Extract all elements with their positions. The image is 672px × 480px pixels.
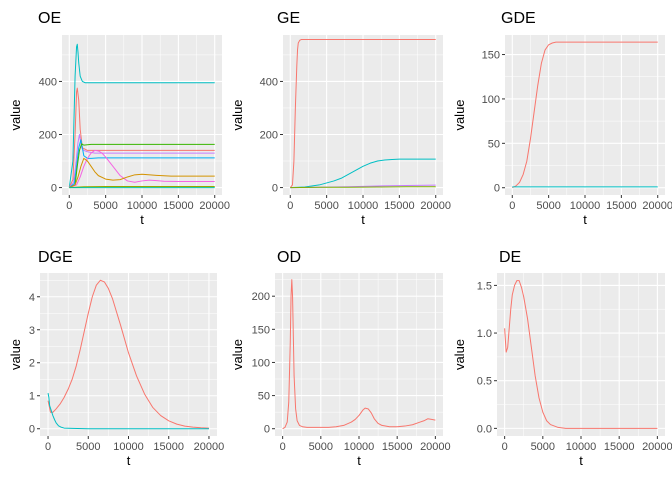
x-tick-label: 0 (280, 441, 286, 453)
x-tick-label: 5000 (536, 200, 560, 212)
series-line-4 (69, 143, 215, 189)
x-tick-label: 10000 (344, 441, 375, 453)
x-tick-label: 15000 (163, 200, 194, 212)
x-axis-label: t (361, 212, 365, 227)
y-axis-label: value (230, 339, 245, 370)
y-tick-label: 0.5 (477, 376, 492, 388)
x-tick-label: 0 (66, 200, 72, 212)
x-axis-label: t (140, 212, 144, 227)
y-axis-label: value (452, 339, 467, 370)
panel-od: 0 5000 10000 15000 20000 0 50 100 150 200 OD t value (230, 249, 451, 468)
x-tick-label: 0 (287, 200, 293, 212)
y-tick-label: 0 (29, 424, 35, 436)
y-axis-label: value (8, 339, 23, 370)
y-tick-label: 2 (29, 358, 35, 370)
y-tick-label: 200 (252, 291, 270, 303)
x-tick-label: 20000 (194, 441, 225, 453)
series-line-0 (512, 41, 658, 189)
series-line-5 (69, 149, 215, 189)
panel-de: 0 5000 10000 15000 20000 0.0 0.5 1.0 1.5 DE t value (452, 249, 672, 468)
series-line-3 (290, 186, 436, 189)
y-tick-label: 1.5 (477, 280, 492, 292)
panel-title: GE (277, 10, 300, 27)
series-line-3 (68, 139, 215, 188)
y-tick-label: 200 (260, 130, 278, 142)
x-tick-label: 20000 (642, 441, 672, 453)
y-tick-label: 0 (51, 183, 57, 195)
x-tick-label: 5000 (309, 441, 333, 453)
panel-title: DGE (38, 249, 73, 266)
x-axis-label: t (127, 453, 131, 468)
y-tick-label: 0.0 (477, 423, 492, 435)
y-tick-label: 50 (488, 138, 500, 150)
x-tick-label: 0 (509, 200, 515, 212)
x-tick-label: 20000 (642, 200, 672, 212)
series-line-1 (290, 158, 436, 189)
x-tick-label: 0 (45, 441, 51, 453)
series-line-0 (282, 279, 436, 430)
y-axis-label: value (8, 99, 23, 130)
x-tick-label: 0 (502, 441, 508, 453)
series-line-0 (68, 43, 215, 188)
y-axis-label: value (230, 99, 245, 130)
y-tick-label: 400 (260, 76, 278, 88)
x-tick-label: 15000 (384, 200, 415, 212)
y-tick-label: 0 (494, 183, 500, 195)
y-tick-label: 1.0 (477, 328, 492, 340)
x-tick-label: 5000 (76, 441, 100, 453)
x-axis-label: t (583, 212, 587, 227)
panel-title: OE (38, 10, 61, 27)
x-tick-label: 20000 (420, 200, 451, 212)
y-tick-label: 200 (39, 130, 57, 142)
panel-title: OD (277, 249, 301, 266)
series-line-1 (47, 393, 209, 430)
y-tick-label: 1 (29, 391, 35, 403)
series-line-0 (504, 280, 658, 429)
x-tick-label: 20000 (420, 441, 451, 453)
series-line-1 (68, 87, 215, 188)
panel-ge: 0 5000 10000 15000 20000 0 200 400 GE t value (230, 10, 451, 227)
panel-dge: 0 5000 10000 15000 20000 0 1 2 3 4 DGE t value (8, 249, 224, 468)
x-tick-label: 20000 (199, 200, 230, 212)
series-line-0 (47, 279, 209, 429)
y-tick-label: 100 (482, 94, 500, 106)
x-tick-label: 15000 (153, 441, 184, 453)
y-axis-label: value (452, 99, 467, 130)
series-line-0 (289, 39, 436, 188)
x-tick-label: 5000 (531, 441, 555, 453)
x-axis-label: t (579, 453, 583, 468)
panel-oe: 0 5000 10000 15000 20000 0 200 400 OE t value (8, 10, 230, 227)
series-line-6 (69, 157, 215, 189)
y-tick-label: 400 (39, 76, 57, 88)
x-tick-label: 15000 (382, 441, 413, 453)
y-tick-label: 50 (258, 391, 270, 403)
panel-gde: 0 5000 10000 15000 20000 0 50 100 150 GDE t value (452, 10, 672, 227)
y-tick-label: 3 (29, 325, 35, 337)
x-tick-label: 10000 (570, 200, 601, 212)
x-tick-label: 10000 (113, 441, 144, 453)
y-tick-label: 150 (252, 324, 270, 336)
y-tick-label: 100 (252, 357, 270, 369)
x-tick-label: 15000 (604, 441, 635, 453)
y-tick-label: 0 (264, 424, 270, 436)
x-tick-label: 10000 (127, 200, 158, 212)
x-tick-label: 10000 (348, 200, 379, 212)
panel-title: GDE (501, 10, 536, 27)
x-tick-label: 5000 (314, 200, 338, 212)
x-axis-label: t (357, 453, 361, 468)
panel-title: DE (499, 249, 521, 266)
x-tick-label: 5000 (93, 200, 117, 212)
x-tick-label: 15000 (606, 200, 637, 212)
y-tick-label: 4 (29, 292, 35, 304)
y-tick-label: 0 (272, 183, 278, 195)
x-tick-label: 10000 (566, 441, 597, 453)
y-tick-label: 150 (482, 50, 500, 62)
